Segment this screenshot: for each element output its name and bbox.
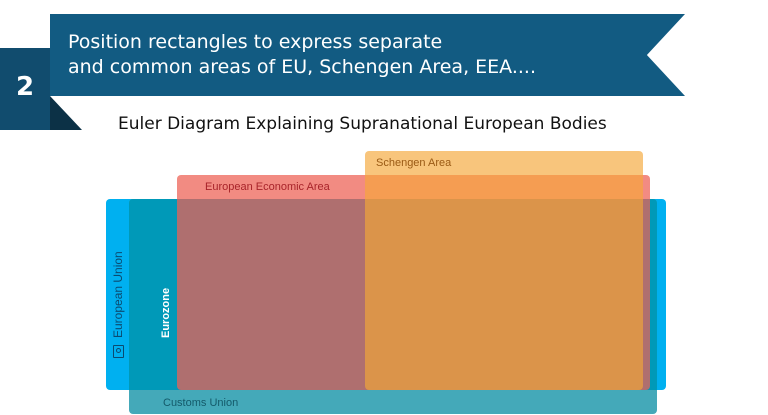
- header-line-2: and common areas of EU, Schengen Area, E…: [68, 56, 536, 78]
- header-banner: [50, 14, 685, 96]
- label-schengen: Schengen Area: [376, 157, 452, 169]
- diagram-title: Euler Diagram Explaining Supranational E…: [118, 114, 607, 134]
- set-schengen-top: [365, 151, 643, 175]
- label-european-union: European Union: [111, 251, 125, 338]
- header-line-1: Position rectangles to express separate: [68, 31, 443, 53]
- camera-icon: [113, 345, 124, 358]
- step-number-box: [0, 48, 50, 130]
- step-number: 2: [15, 72, 35, 102]
- set-schengen-eea-overlap: [365, 175, 643, 199]
- label-eurozone: Eurozone: [160, 287, 172, 338]
- label-customs-union: Customs Union: [163, 397, 239, 409]
- banner-fold: [50, 96, 82, 130]
- set-schengen-body: [365, 199, 643, 390]
- header-text: Position rectangles to express separate …: [68, 30, 536, 80]
- label-eea: European Economic Area: [205, 181, 330, 193]
